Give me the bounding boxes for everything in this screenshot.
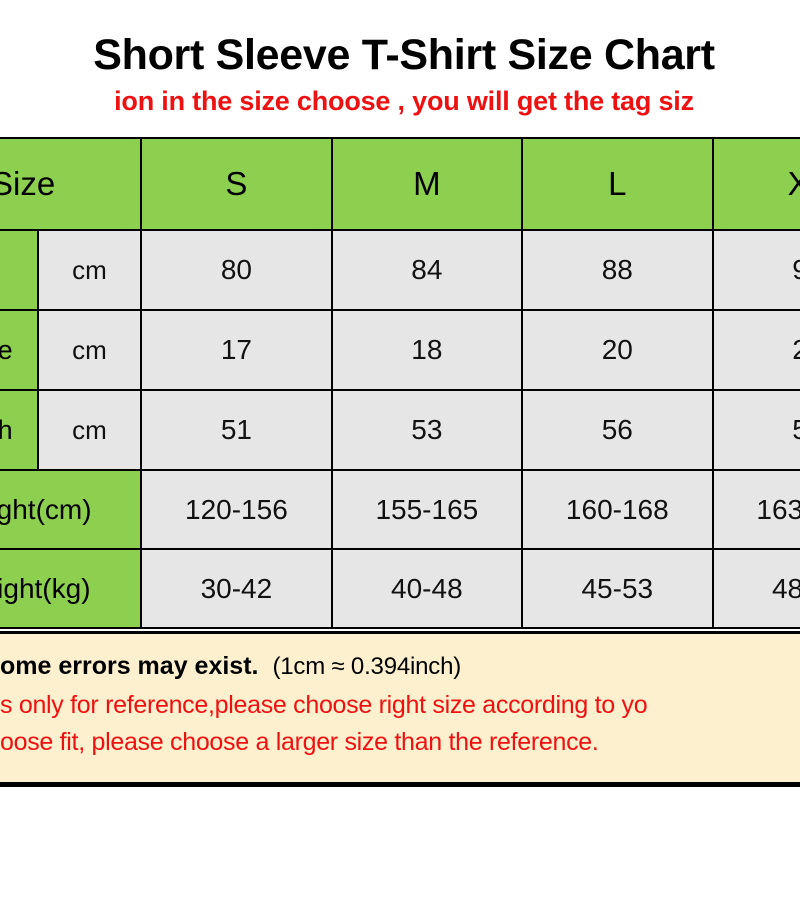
row-unit-bust: cm <box>36 229 143 311</box>
note-line-1: ome errors may exist. (1cm ≈ 0.394inch) <box>0 650 800 684</box>
cell-sleeve-s: 17 <box>140 309 333 391</box>
row-unit-sleeve: cm <box>36 309 143 391</box>
table-row: Sleeve cm 17 18 20 21 <box>0 309 800 391</box>
row-unit-length: cm <box>36 389 143 471</box>
size-table-wrap: Size S M L XL Bust cm 80 84 88 92 <box>0 137 800 629</box>
note-unit-conversion: (1cm ≈ 0.394inch) <box>272 653 462 680</box>
size-chart-sheet: Short Sleeve T-Shirt Size Chart ion in t… <box>0 0 800 787</box>
cell-weight-xl: 48-55 <box>711 548 800 629</box>
cell-sleeve-m: 18 <box>330 309 524 391</box>
cell-height-l: 160-168 <box>521 469 714 550</box>
table-row: Weight(kg) 30-42 40-48 45-53 48-55 <box>0 548 800 629</box>
cell-length-m: 53 <box>330 389 524 471</box>
row-label-bust: Bust <box>0 229 39 311</box>
cell-bust-l: 88 <box>521 229 714 311</box>
cell-sleeve-l: 20 <box>521 309 714 391</box>
cell-weight-l: 45-53 <box>521 548 714 629</box>
row-label-weight: Weight(kg) <box>0 548 143 629</box>
note-measurement-disclaimer: ome errors may exist. <box>0 652 259 680</box>
note-line-3: oose fit, please choose a larger size th… <box>0 728 599 756</box>
cell-height-xl: 163-172 <box>711 469 800 550</box>
cell-weight-s: 30-42 <box>140 548 333 629</box>
cell-weight-m: 40-48 <box>330 548 524 629</box>
page-title: Short Sleeve T-Shirt Size Chart <box>93 31 715 79</box>
cell-length-xl: 58 <box>711 389 800 471</box>
table-header-row: Size S M L XL <box>0 137 800 231</box>
notes-block: ome errors may exist. (1cm ≈ 0.394inch) s… <box>0 631 800 787</box>
cell-height-s: 120-156 <box>140 469 333 550</box>
cell-length-l: 56 <box>521 389 714 471</box>
row-label-length: Length <box>0 389 39 471</box>
table-row: Length cm 51 53 56 58 <box>0 389 800 471</box>
cell-bust-xl: 92 <box>711 229 800 311</box>
size-table: Size S M L XL Bust cm 80 84 88 92 <box>0 137 800 629</box>
cell-length-s: 51 <box>140 389 333 471</box>
row-label-sleeve: Sleeve <box>0 309 39 391</box>
cell-sleeve-xl: 21 <box>711 309 800 391</box>
title-block: Short Sleeve T-Shirt Size Chart ion in t… <box>0 0 800 115</box>
page-subtitle: ion in the size choose , you will get th… <box>114 86 694 116</box>
column-header-l: L <box>521 137 714 231</box>
table-row: Height(cm) 120-156 155-165 160-168 163-1… <box>0 469 800 550</box>
row-label-height: Height(cm) <box>0 469 143 550</box>
cell-bust-m: 84 <box>330 229 524 311</box>
table-row: Bust cm 80 84 88 92 <box>0 229 800 311</box>
column-header-m: M <box>330 137 524 231</box>
cell-bust-s: 80 <box>140 229 333 311</box>
note-line-2: s only for reference,please choose right… <box>0 690 648 719</box>
column-header-s: S <box>140 137 333 231</box>
cell-height-m: 155-165 <box>330 469 524 550</box>
column-header-xl: XL <box>711 137 800 231</box>
table-corner-label: Size <box>0 137 143 231</box>
